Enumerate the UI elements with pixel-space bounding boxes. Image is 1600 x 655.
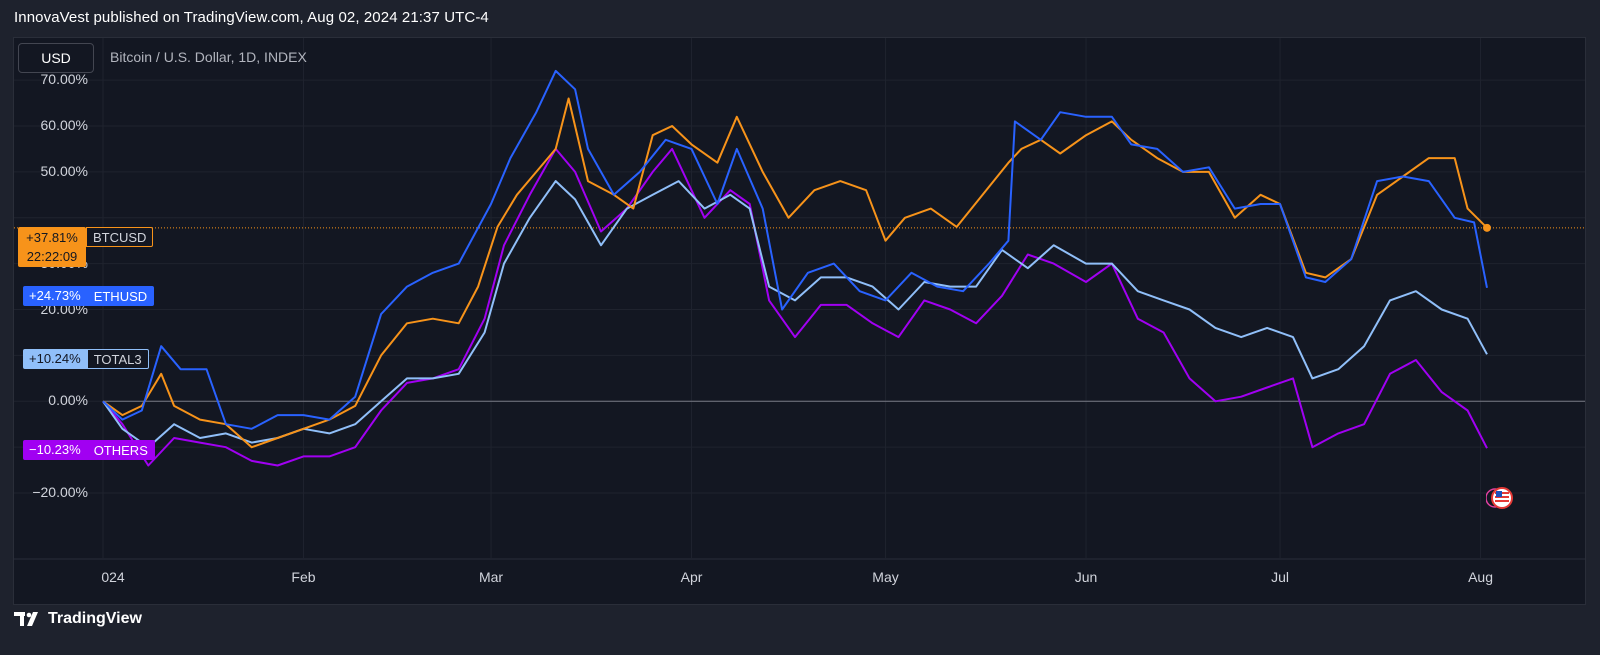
tradingview-logo-icon: [14, 612, 38, 626]
btcusd-last-point: [1483, 223, 1491, 232]
btcusd-last-value: +37.81%: [26, 230, 78, 245]
x-tick-label: Jul: [1271, 569, 1289, 585]
series-lines: [102, 69, 1488, 467]
currency-button[interactable]: USD: [18, 43, 94, 73]
btcusd-value-box: [18, 227, 86, 267]
total3-last-value: +10.24%: [23, 349, 87, 369]
x-tick-label: Jun: [1074, 569, 1098, 585]
others-legend-name: OTHERS: [86, 440, 155, 460]
ethusd-legend-tag[interactable]: +24.73% ETHUSD: [23, 286, 155, 306]
symbol-title: Bitcoin / U.S. Dollar, 1D, INDEX: [110, 49, 307, 65]
series-line-others[interactable]: [102, 147, 1488, 467]
chart-panel: [13, 37, 1586, 605]
y-tick-label: 50.00%: [40, 162, 88, 179]
series-line-btcusd[interactable]: [102, 97, 1488, 449]
btcusd-legend-name: BTCUSD: [86, 227, 154, 247]
x-tick-label: May: [872, 569, 899, 585]
x-tick-label: Apr: [680, 569, 703, 585]
x-tick-label: Mar: [478, 569, 504, 585]
y-tick-label: 60.00%: [40, 117, 88, 133]
last-value-dot: [1483, 223, 1491, 232]
series-line-total3[interactable]: [102, 180, 1488, 449]
x-tick-label: Aug: [1468, 569, 1493, 585]
us-flag-icon[interactable]: [1486, 486, 1514, 510]
y-tick-label: −20.00%: [32, 484, 88, 501]
series-line-ethusd[interactable]: [102, 69, 1488, 430]
others-last-value: −10.23%: [23, 440, 87, 460]
btcusd-countdown: 22:22:09: [26, 249, 78, 264]
y-tick-label: 0.00%: [48, 392, 88, 409]
others-legend-tag[interactable]: −10.23% OTHERS: [23, 440, 155, 460]
grid-lines: [14, 38, 1585, 558]
ethusd-legend-name: ETHUSD: [86, 286, 155, 306]
ethusd-last-value: +24.73%: [23, 286, 87, 306]
x-tick-label: Feb: [291, 569, 316, 585]
total3-legend-name: TOTAL3: [86, 349, 149, 369]
x-tick-label: 024: [101, 569, 125, 585]
brand-name: TradingView: [48, 610, 142, 627]
publish-header: InnovaVest published on TradingView.com,…: [14, 9, 489, 26]
y-tick-label: 70.00%: [40, 71, 88, 88]
total3-legend-tag[interactable]: +10.24% TOTAL3: [23, 349, 149, 369]
btcusd-legend-tag[interactable]: +37.81% 22:22:09 BTCUSD: [18, 227, 168, 267]
tradingview-brand[interactable]: TradingView: [14, 610, 142, 628]
